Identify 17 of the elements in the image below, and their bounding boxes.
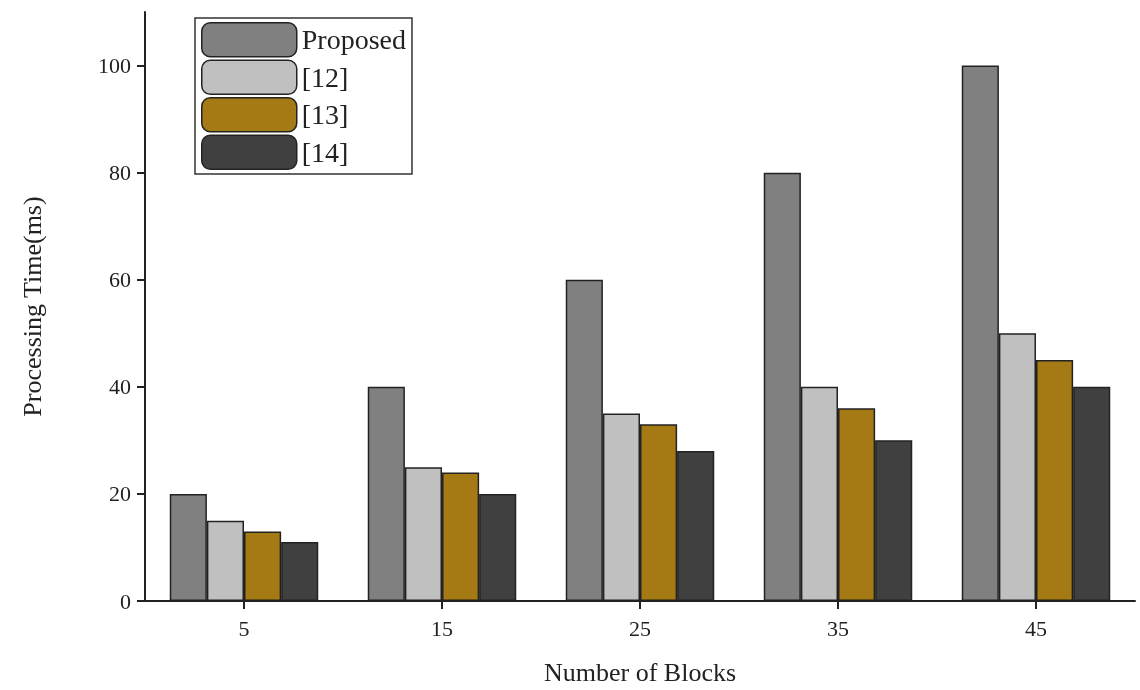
legend-label: [12]	[301, 61, 349, 93]
x-tick-label: 15	[431, 615, 453, 641]
legend-label: Proposed	[301, 24, 406, 56]
y-tick-label: 20	[109, 481, 131, 507]
x-tick-label: 5	[238, 615, 250, 641]
legend-label: [13]	[301, 99, 349, 131]
y-tick-label: 80	[109, 160, 131, 186]
x-tick-label: 25	[629, 615, 651, 641]
y-tick-label: 40	[109, 374, 131, 400]
legend-label: [14]	[301, 136, 349, 168]
y-axis-title: Processing Time(ms)	[17, 196, 47, 417]
y-tick-label: 0	[120, 588, 131, 614]
y-tick-label: 100	[98, 53, 131, 79]
x-axis-title: Number of Blocks	[543, 657, 737, 687]
x-tick-label: 45	[1025, 615, 1047, 641]
x-tick-label: 35	[827, 615, 849, 641]
y-tick-label: 60	[109, 267, 131, 293]
